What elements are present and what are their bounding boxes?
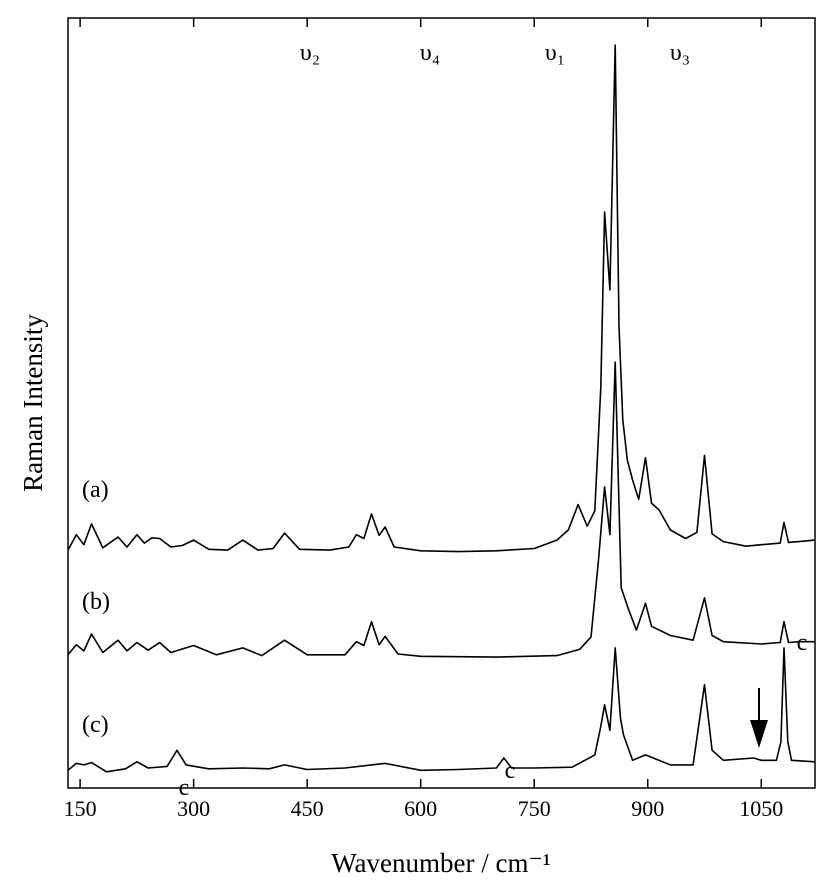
annotation: υ₄ — [420, 40, 440, 66]
x-tick-label: 300 — [177, 796, 210, 821]
x-tick-label: 1050 — [739, 796, 783, 821]
annotation: c — [797, 630, 808, 656]
x-tick-label: 600 — [404, 796, 437, 821]
plot-frame — [67, 17, 816, 789]
annotation: υ₃ — [670, 40, 690, 66]
series-label: (b) — [82, 589, 110, 615]
spectrum-line — [67, 647, 816, 773]
x-tick-label: 450 — [291, 796, 324, 821]
x-tick-label: 750 — [518, 796, 551, 821]
annotation: υ₂ — [300, 40, 320, 66]
annotation: c — [505, 758, 516, 784]
x-tick-label: 150 — [64, 796, 97, 821]
x-axis-label: Wavenumber / cm⁻¹ — [331, 848, 551, 878]
spectrum-line — [67, 361, 815, 658]
y-axis-label: Raman Intensity — [18, 314, 48, 492]
arrow — [750, 688, 768, 748]
annotation: υ₁ — [545, 40, 565, 66]
series-label: (a) — [82, 477, 109, 503]
annotation: c — [179, 775, 190, 801]
x-tick-label: 900 — [631, 796, 664, 821]
spectrum-line — [67, 44, 816, 553]
series-label: (c) — [82, 712, 109, 738]
